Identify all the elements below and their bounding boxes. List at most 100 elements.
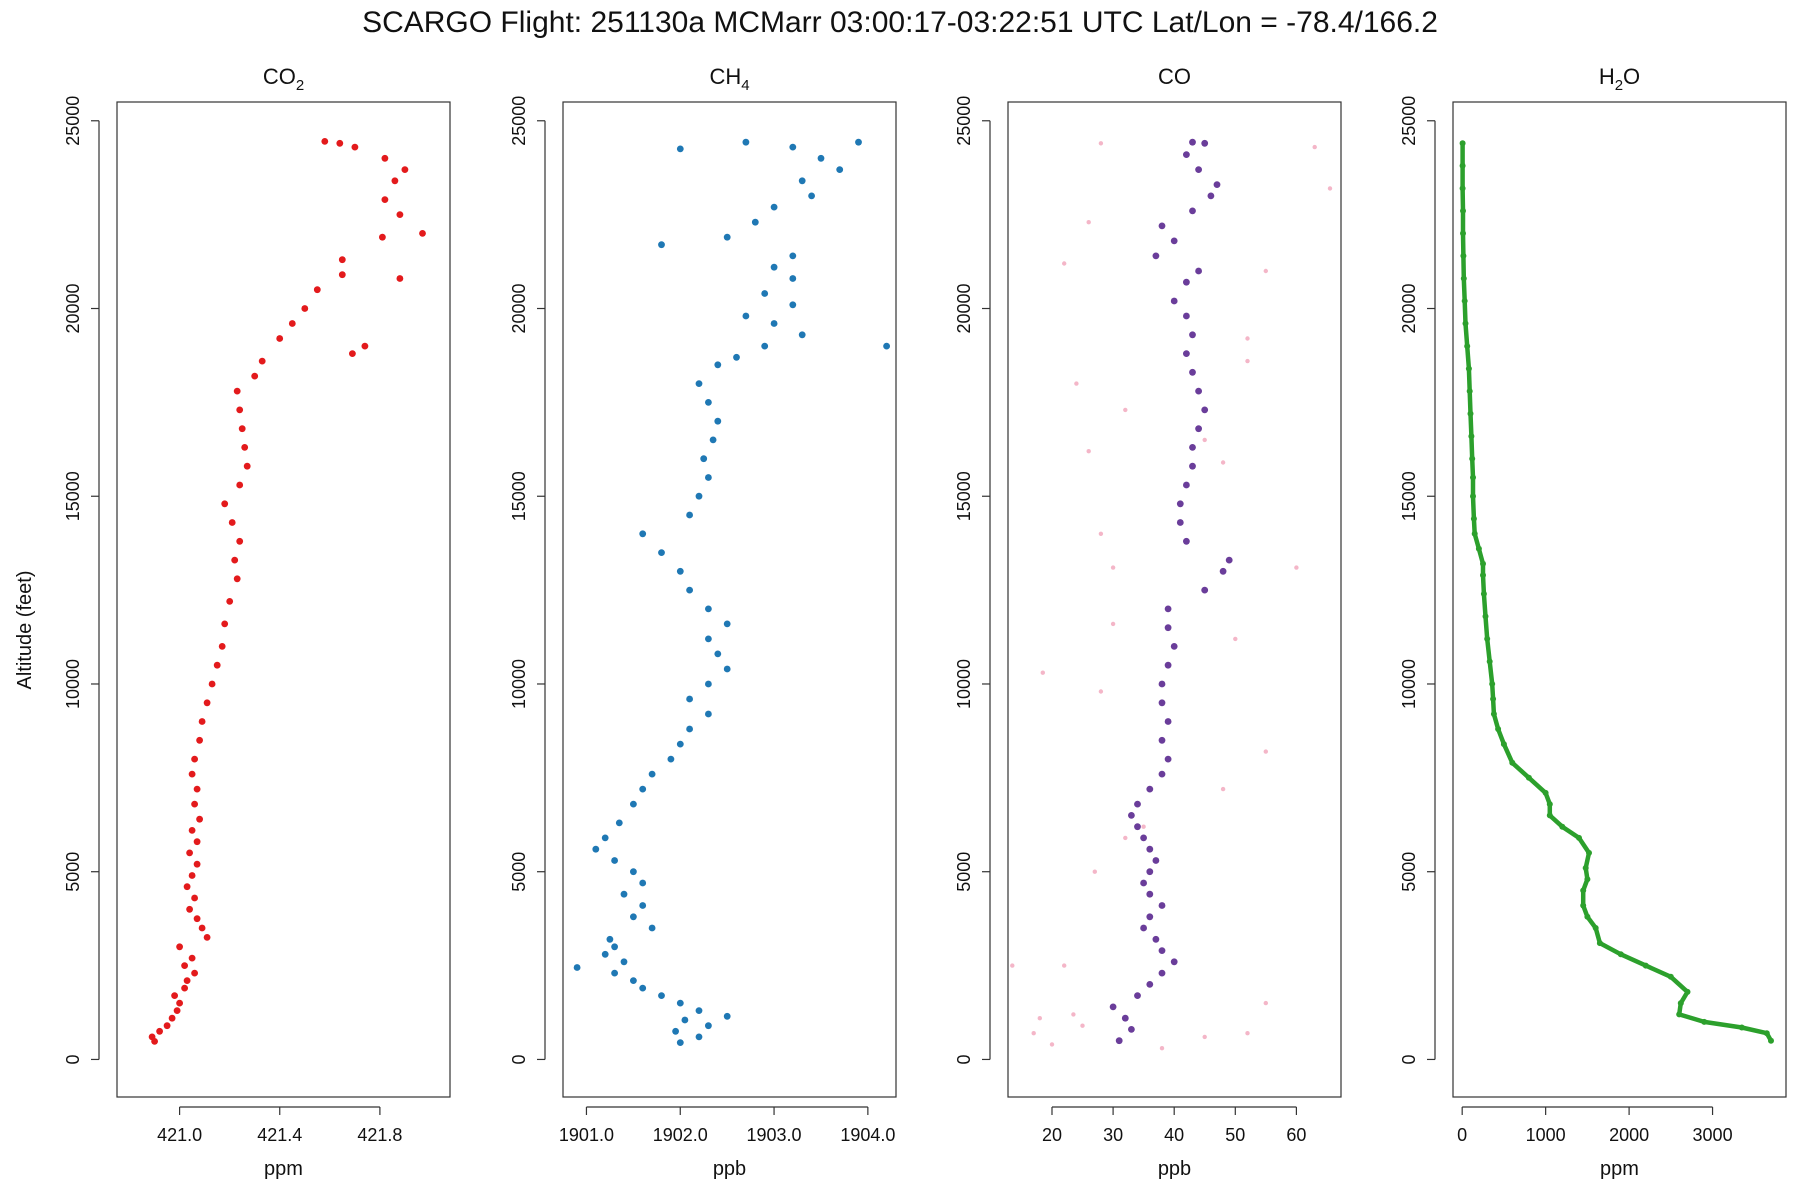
data-point — [1220, 460, 1226, 465]
series-marks — [1459, 140, 1774, 1044]
y-tick-label: 0 — [1399, 1054, 1419, 1064]
data-point — [1642, 962, 1649, 969]
x-tick-label: 60 — [1286, 1125, 1306, 1145]
data-point — [193, 915, 201, 923]
data-point — [191, 894, 199, 902]
panel-title-main: CH — [709, 64, 741, 89]
data-point — [1467, 410, 1474, 417]
data-point — [742, 312, 750, 320]
data-point — [639, 984, 647, 992]
data-point — [193, 785, 201, 793]
panel-1: CO2 0 5000 10000 15000 20000 25000 421.0 421.4 42… — [63, 64, 451, 1180]
plot-frame — [1007, 101, 1342, 1098]
data-point — [686, 511, 693, 519]
data-point — [188, 954, 196, 962]
y-tick-label: 15000 — [1399, 471, 1419, 521]
data-point — [1183, 312, 1190, 320]
data-point — [191, 800, 199, 808]
data-point — [183, 977, 191, 984]
data-point — [630, 800, 637, 808]
series-line — [1460, 141, 1774, 1043]
panel-title: CO — [1158, 64, 1191, 89]
data-point — [1312, 144, 1317, 150]
data-point — [1164, 718, 1172, 725]
data-point — [1062, 963, 1067, 968]
data-point — [236, 537, 244, 545]
x-axis-label: ppb — [713, 1158, 746, 1180]
data-point — [1134, 823, 1141, 831]
panel-2: CH4 0 5000 10000 15000 20000 25000 1901.0 1902.0… — [509, 64, 897, 1180]
data-point — [751, 218, 759, 226]
data-point — [1500, 741, 1507, 748]
data-point — [676, 1039, 684, 1046]
y-tick-label: 10000 — [1399, 659, 1419, 709]
data-point — [1596, 940, 1603, 947]
data-point — [676, 740, 684, 748]
data-point — [1098, 531, 1104, 536]
data-point — [1146, 981, 1154, 988]
data-point — [681, 1016, 689, 1024]
data-point — [1542, 789, 1549, 796]
data-point — [798, 331, 806, 339]
panel-title-suffix: O — [1623, 64, 1640, 89]
y-tick-label: 15000 — [954, 471, 974, 521]
data-point — [1201, 139, 1209, 147]
data-point — [1470, 493, 1476, 500]
data-point — [1677, 1000, 1684, 1007]
data-point — [620, 890, 628, 898]
data-point — [667, 755, 675, 763]
data-point — [218, 643, 226, 650]
data-point — [241, 444, 249, 451]
data-point — [705, 399, 712, 406]
data-point — [1480, 590, 1487, 597]
data-point — [1159, 1046, 1165, 1051]
data-point — [1086, 449, 1091, 454]
data-point — [676, 145, 684, 153]
y-tick-label: 5000 — [509, 852, 529, 892]
data-point — [191, 755, 199, 763]
data-point — [1546, 801, 1553, 808]
data-point — [798, 177, 806, 185]
data-point — [336, 139, 344, 147]
plot-frame — [1452, 101, 1787, 1098]
panel-title: CO2 — [263, 64, 304, 94]
data-point — [855, 138, 862, 146]
data-point — [1462, 320, 1469, 327]
data-point — [1546, 812, 1553, 819]
data-point — [883, 342, 890, 350]
data-point — [181, 984, 189, 992]
data-point — [1617, 951, 1624, 958]
x-tick-label: 421.8 — [357, 1125, 402, 1145]
data-point — [1219, 567, 1227, 575]
data-point — [1123, 835, 1128, 841]
data-point — [714, 417, 722, 425]
y-tick-label: 5000 — [954, 852, 974, 892]
data-point — [639, 879, 647, 887]
data-point — [789, 275, 797, 282]
data-point — [1294, 565, 1299, 570]
data-point — [1140, 834, 1147, 842]
data-point — [742, 138, 750, 146]
data-point — [1225, 556, 1233, 564]
data-point — [1202, 1034, 1207, 1040]
data-point — [396, 275, 404, 282]
data-point — [836, 166, 844, 174]
data-point — [243, 462, 251, 470]
data-point — [236, 406, 244, 414]
y-tick-label: 25000 — [954, 96, 974, 146]
data-point — [705, 680, 712, 688]
y-tick-label: 25000 — [1399, 96, 1419, 146]
data-point — [1763, 1030, 1770, 1037]
data-point — [1263, 268, 1269, 274]
data-point — [761, 342, 769, 350]
data-point — [186, 905, 194, 913]
panel-title-subscript: 4 — [741, 77, 749, 94]
data-point — [176, 943, 184, 951]
data-point — [396, 211, 404, 219]
data-point — [276, 335, 284, 342]
data-point — [1201, 586, 1209, 594]
data-point — [1509, 759, 1516, 766]
data-point — [1464, 343, 1471, 350]
data-point — [705, 605, 712, 613]
data-point — [592, 845, 600, 853]
